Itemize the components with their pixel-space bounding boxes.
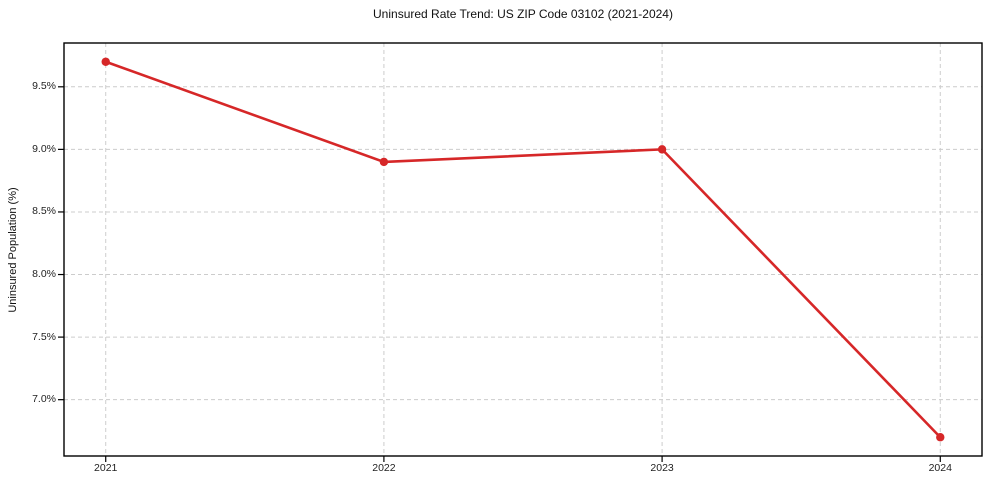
trend-line <box>104 60 942 439</box>
data-point-marker-2021 <box>101 57 110 66</box>
y-tick-label: 9.0% <box>32 142 56 155</box>
chart-title: Uninsured Rate Trend: US ZIP Code 03102 … <box>373 7 673 21</box>
y-tick-label: 8.5% <box>32 205 56 218</box>
y-tick-label: 8.0% <box>32 268 56 281</box>
plot-area <box>58 42 983 462</box>
data-point-marker-2022 <box>379 157 389 167</box>
data-point-marker-2023 <box>657 145 667 154</box>
x-tick-label: 2024 <box>928 462 952 474</box>
line-chart-svg <box>58 42 983 462</box>
y-tick-label: 9.5% <box>32 80 56 93</box>
y-tick-label: 7.5% <box>32 330 56 343</box>
plot-border <box>63 42 983 457</box>
x-tick-label: 2023 <box>650 462 674 474</box>
data-point-marker-2024 <box>936 433 945 442</box>
x-tick-label: 2021 <box>94 462 118 474</box>
x-tick-label: 2022 <box>372 462 396 474</box>
y-tick-label: 7.0% <box>32 393 56 406</box>
